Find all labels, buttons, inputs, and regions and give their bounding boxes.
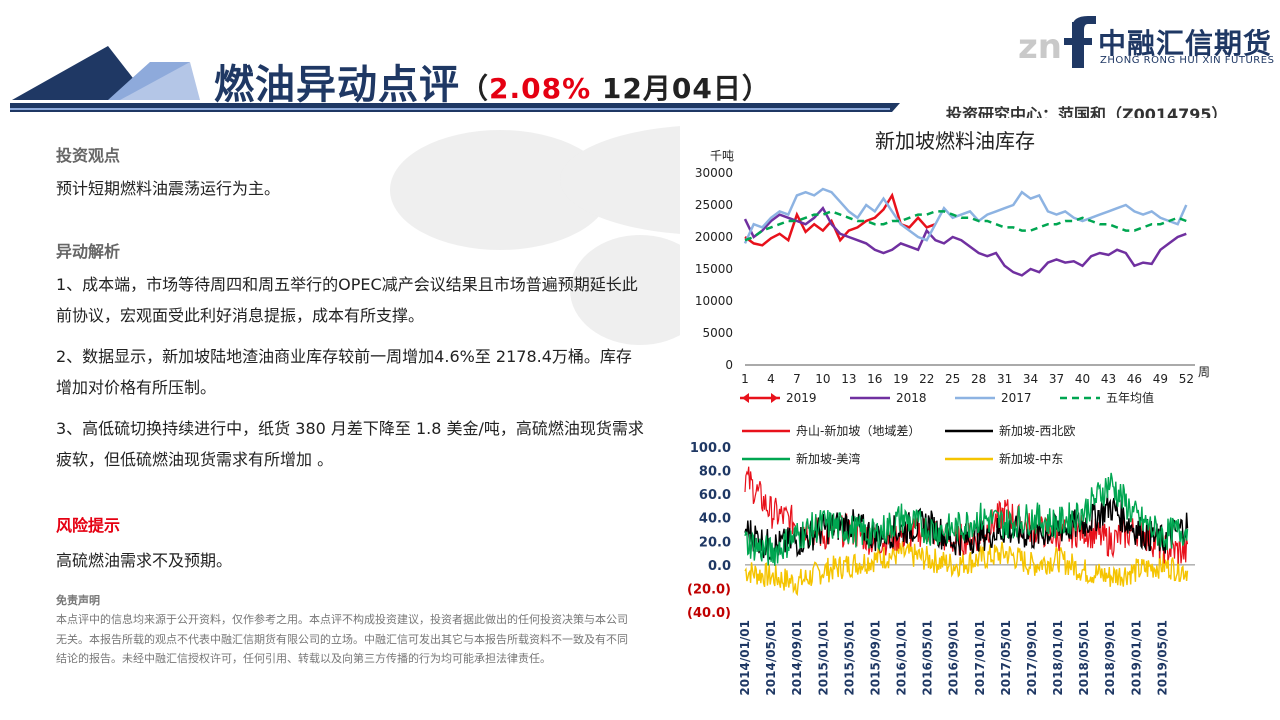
chart2-xtick-label: 2019/05/01 [1155,620,1169,696]
chart2-xtick-label: 2019/01/01 [1129,620,1143,696]
chart1-series-line [743,187,1188,244]
chart1-legend-label: 2018 [896,391,927,405]
chart2-xtick-label: 2016/05/01 [921,620,935,696]
triangle-dark [12,46,150,100]
chart1-ytick-label: 10000 [695,294,733,308]
svg-text:zn: zn [1018,27,1062,67]
chart1-xtick-label: 40 [1075,372,1090,386]
chart2-xtick-label: 2016/09/01 [947,620,961,696]
chart1-legend-label: 五年均值 [1106,390,1154,405]
chart2-xtick-label: 2018/01/01 [1051,620,1065,696]
chart2-ytick-label: (20.0) [687,582,731,597]
chart2-legend-label: 新加坡-美湾 [796,451,860,466]
chart1-ytick-label: 15000 [695,262,733,276]
chart1-series-line [743,206,1187,277]
title-sub: 异动点评 [296,62,460,108]
header-decoration [10,46,900,112]
chart1-xtick-label: 37 [1049,372,1064,386]
chart2-xtick-label: 2018/09/01 [1103,620,1117,696]
chart2-xtick-label: 2017/09/01 [1025,620,1039,696]
chart1-xtick-label: 46 [1127,372,1142,386]
header-divider-accent [10,108,890,110]
chart2-legend-label: 新加坡-中东 [999,451,1063,466]
title-paren-open: （ [460,72,490,105]
chart1-xtick-label: 19 [893,372,908,386]
chart2-legend-label: 舟山-新加坡（地域差） [796,423,920,438]
chart1-series-line [744,210,1187,242]
chart2-ytick-label: 60.0 [699,488,731,503]
chart2-series-line [744,472,1189,566]
chart1-ytick-label: 30000 [695,166,733,180]
risk-heading: 风险提示 [56,516,121,535]
chart1-xtick-label: 49 [1153,372,1168,386]
view-heading: 投资观点 [56,146,121,165]
chart1-legend-marker [771,393,778,403]
title-main: 燃油 [214,62,296,108]
chart1-ytick-label: 5000 [702,326,733,340]
chart1-xtick-label: 31 [997,372,1012,386]
chart2-series-line [744,466,1189,564]
chart1-xtick-label: 13 [841,372,856,386]
triangle-light [108,62,190,100]
chart1-xtick-label: 34 [1023,372,1038,386]
view-text: 预计短期燃料油震荡运行为主。 [56,179,281,198]
chart1-title: 新加坡燃料油库存 [875,129,1035,153]
title-percent: 2.08% [489,72,592,105]
chart2-xtick-label: 2015/05/01 [842,620,856,696]
disclaimer-text: 本点评中的信息均来源于公开资料，仅作参考之用。本点评不构成投资建议，投资者据此做… [56,613,628,665]
chart1-xtick-label: 16 [867,372,882,386]
logo-chinese-name: 中融汇信期货 [1098,27,1273,60]
chart2-ytick-label: 20.0 [699,535,731,550]
logo-english-name: ZHONG RONG HUI XIN FUTURES [1100,55,1275,66]
chart1-legend-label: 2019 [786,391,817,405]
chart1-legend-marker [742,393,749,403]
chart2-ytick-label: 100.0 [690,441,731,456]
chart1-xtick-label: 28 [971,372,986,386]
analysis-heading: 异动解析 [56,242,121,261]
chart2-xtick-label: 2014/09/01 [790,620,804,696]
page-title: 燃油异动点评（2.08% 12月04日） [214,52,771,110]
chart2-xtick-label: 2014/05/01 [764,620,778,696]
chart2-legend-label: 新加坡-西北欧 [999,423,1075,438]
chart2-xtick-label: 2017/01/01 [973,620,987,696]
chart1-ytick-label: 20000 [695,230,733,244]
company-logo-icon: zn [1018,16,1096,68]
analysis-point-3: 3、高低硫切换持续进行中，纸货 380 月差下降至 1.8 美金/吨，高硫燃油现… [56,419,644,469]
chart1-xtick-label: 22 [919,372,934,386]
chart2-xtick-label: 2014/01/01 [738,620,752,696]
title-date: 12月04日 [591,72,742,105]
chart1-ytick-label: 25000 [695,198,733,212]
chart2-xtick-label: 2015/09/01 [868,620,882,696]
chart1-xtick-label: 10 [815,372,830,386]
chart2-ytick-label: 80.0 [699,465,731,480]
triangle-light-2 [120,62,200,100]
chart2-ytick-label: 40.0 [699,512,731,527]
chart1-ytick-label: 0 [725,358,733,372]
chart1-xlabel: 周 [1198,365,1210,379]
chart2-xtick-label: 2017/05/01 [999,620,1013,696]
chart1-xtick-label: 25 [945,372,960,386]
chart1-legend-label: 2017 [1001,391,1032,405]
chart2-ytick-label: (40.0) [687,606,731,621]
title-paren-close: ） [741,72,771,105]
chart1-ylabel: 千吨 [710,149,734,163]
chart2-xtick-label: 2016/01/01 [895,620,909,696]
inventory-chart: 新加坡燃料油库存 千吨 周 0 5000 10000 15000 20000 25000 3… [680,118,1220,410]
chart2-ytick-label: 0.0 [708,559,731,574]
chart2-xtick-label: 2018/05/01 [1077,620,1091,696]
chart1-xtick-label: 4 [767,372,775,386]
risk-text: 高硫燃油需求不及预期。 [56,551,233,570]
analysis-point-2: 2、数据显示，新加坡陆地渣油商业库存较前一周增加4.6%至 2178.4万桶。库… [56,347,632,397]
disclaimer-heading: 免责声明 [56,594,100,607]
chart1-xtick-label: 52 [1179,372,1194,386]
chart2-series-line [744,540,1189,597]
chart1-xtick-label: 7 [793,372,801,386]
analysis-point-1: 1、成本端，市场等待周四和周五举行的OPEC减产会议结果且市场普遍预期延长此前协… [56,275,638,325]
chart2-xtick-label: 2015/01/01 [816,620,830,696]
chart1-xtick-label: 43 [1101,372,1116,386]
chart1-xtick-label: 1 [741,372,749,386]
